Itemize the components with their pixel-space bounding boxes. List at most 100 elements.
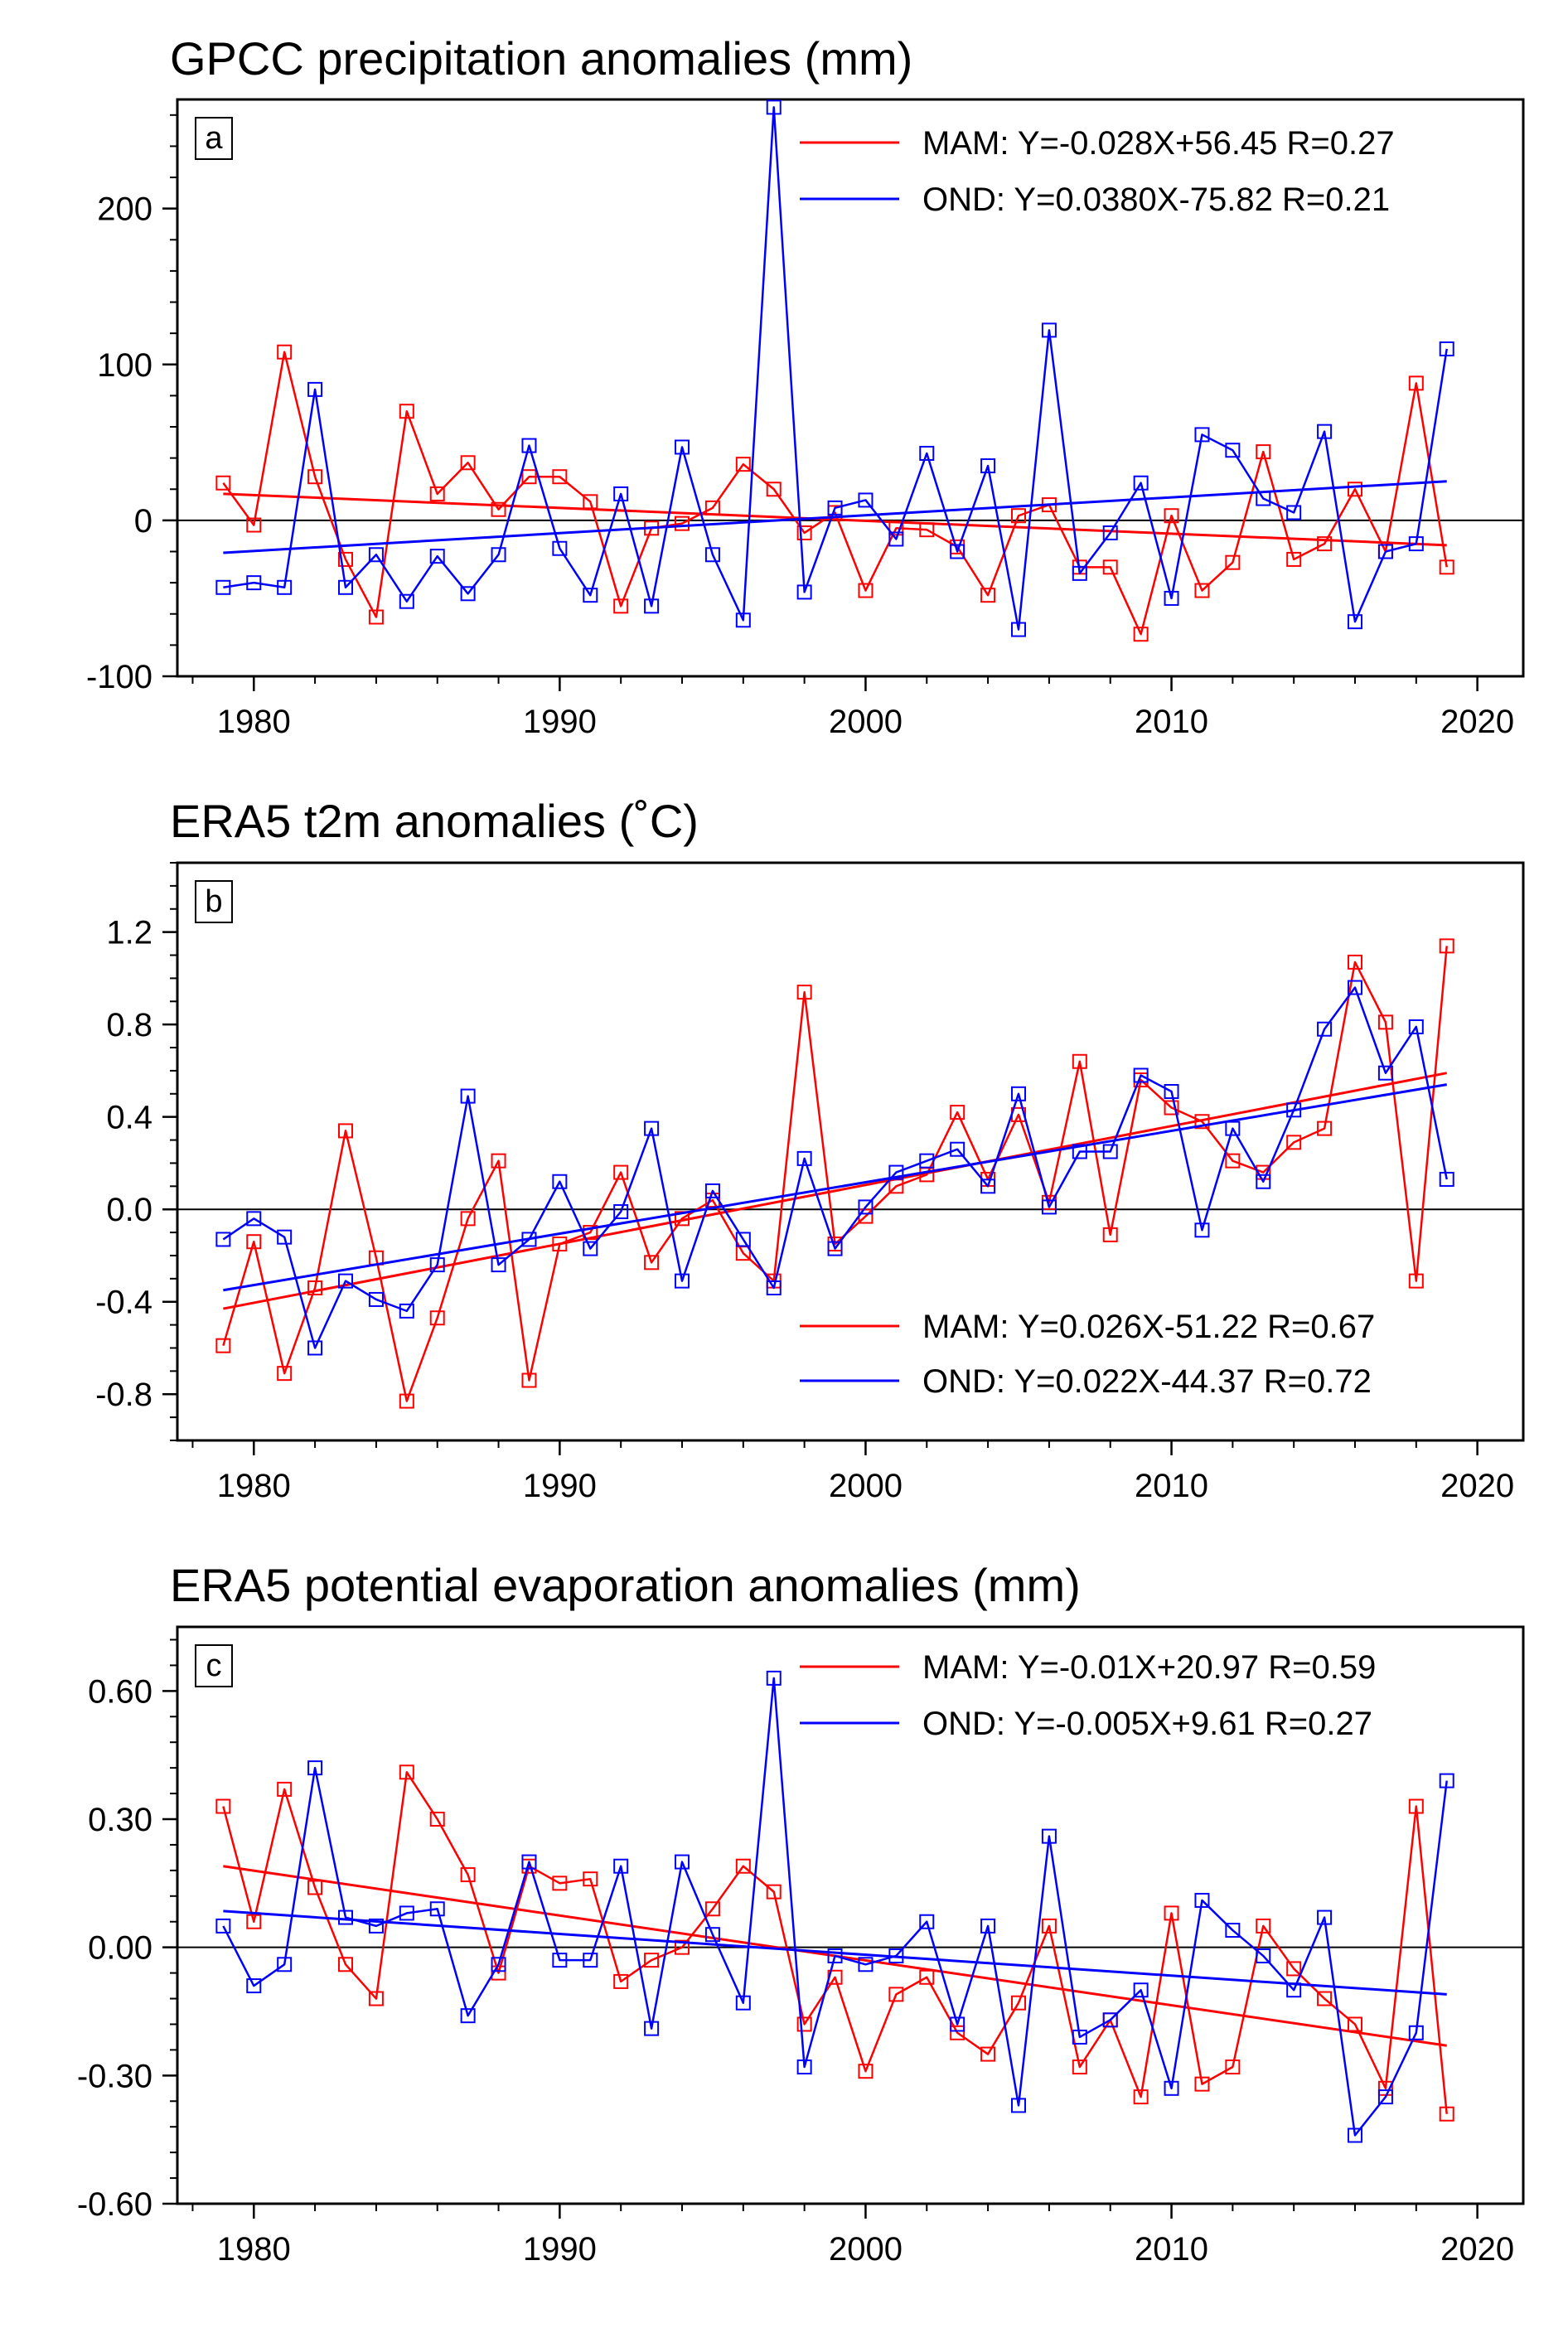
trend-line-ond [223,1909,1447,1996]
data-point-mam [1408,375,1424,391]
legend-label-mam: MAM: Y=-0.028X+56.45 R=0.27 [922,125,1395,162]
data-point-ond [1348,980,1362,995]
y-tick-label: 1.2 [106,915,152,951]
data-point-mam [215,1338,231,1353]
data-point-ond [491,1957,506,1972]
data-point-ond [215,1232,231,1247]
data-point-ond [368,547,384,563]
data-point-mam [307,469,323,485]
data-point-ond [552,540,568,556]
data-point-mam [1439,938,1454,954]
data-point-mam [858,2064,874,2079]
x-tick-label: 2000 [829,1468,903,1504]
y-tick-label: 0.8 [106,1007,152,1043]
data-point-mam [1102,1227,1118,1242]
data-point-mam [675,515,690,531]
x-tick-label: 2000 [829,704,903,740]
plot-area-c [215,1670,1454,2143]
data-point-mam [583,494,598,510]
data-point-ond [675,1854,690,1870]
x-tick-label: 2000 [829,2231,903,2268]
data-point-mam [613,1973,629,1989]
data-point-ond [919,1914,935,1929]
data-point-ond [521,438,537,453]
data-point-mam [1377,1014,1393,1030]
data-point-mam [460,1211,476,1227]
data-point-ond [735,1232,751,1247]
data-point-ond [1348,2127,1362,2143]
y-tick-label: 100 [97,347,152,384]
data-point-ond [858,1199,874,1215]
x-tick-label: 2020 [1440,2231,1514,2268]
data-point-ond [307,381,323,397]
data-point-ond [1439,341,1454,356]
panel-b: ERA5 t2m anomalies (˚C) -0.8 -0.4 0.0 0.4 0.… [95,795,1525,1504]
data-point-ond [1164,1084,1179,1100]
data-point-ond [583,1241,598,1256]
data-point-ond [1072,2029,1087,2045]
data-point-mam [1194,1114,1210,1130]
trend-line-ond [223,1083,1447,1292]
data-point-ond [919,446,935,462]
data-point-mam [583,1871,598,1887]
data-point-ond [1377,544,1393,559]
series-line-ond [222,1677,1448,2137]
data-point-ond [277,579,293,595]
x-tick-label: 2010 [1135,2231,1208,2268]
panel-tag-label-c: c [206,1648,222,1683]
plot-area-b [215,938,1454,1409]
x-tick-label: 1990 [523,1468,597,1504]
legend-label-mam: MAM: Y=0.026X-51.22 R=0.67 [922,1309,1375,1345]
data-point-mam [399,1764,414,1780]
data-point-mam [950,2025,965,2040]
data-point-ond [1133,475,1149,491]
data-point-ond [399,1303,414,1319]
data-point-ond [1011,622,1026,637]
data-point-ond [338,579,353,595]
y-tick-label: -100 [86,659,152,695]
y-tick-label: -0.60 [77,2186,152,2223]
data-point-mam [1439,2106,1454,2122]
data-point-mam [1164,508,1179,524]
data-point-ond [1439,1773,1454,1788]
data-point-ond [919,1153,935,1169]
data-point-ond [1194,1892,1210,1908]
data-point-ond [1439,1171,1454,1187]
plot-frame-a [176,98,1525,678]
data-point-mam [399,1393,414,1409]
data-point-mam [246,517,262,533]
data-point-ond [766,1280,782,1295]
data-point-ond [766,1670,782,1686]
data-point-mam [246,1234,262,1250]
data-point-ond [1317,424,1333,439]
data-point-mam [796,2016,812,2032]
data-point-ond [491,1257,506,1273]
data-point-ond [888,1164,904,1180]
data-point-mam [613,1164,629,1180]
data-point-mam [552,1237,568,1252]
data-point-mam [888,520,904,536]
data-point-ond [1408,2025,1424,2040]
x-tick-label: 1990 [523,704,597,740]
data-point-mam [919,1969,935,1985]
data-point-mam [1348,482,1362,497]
data-point-mam [1317,1121,1333,1136]
data-point-ond [1133,1982,1149,1998]
data-point-ond [399,1905,414,1921]
data-point-mam [1286,1961,1302,1977]
data-point-ond [1408,536,1424,552]
data-point-mam [521,1372,537,1388]
data-point-ond [521,1232,537,1247]
data-point-ond [1256,1174,1271,1189]
plot-frame-c [176,1625,1525,2205]
data-point-ond [735,612,751,628]
data-point-ond [1072,565,1087,581]
data-point-ond [1102,525,1118,540]
x-tick-label: 2020 [1440,1468,1514,1504]
data-point-mam [1072,1053,1087,1069]
panel-tag-label-b: b [205,884,222,919]
data-point-mam [1256,444,1271,460]
data-point-mam [1348,954,1362,970]
data-point-mam [307,1880,323,1895]
